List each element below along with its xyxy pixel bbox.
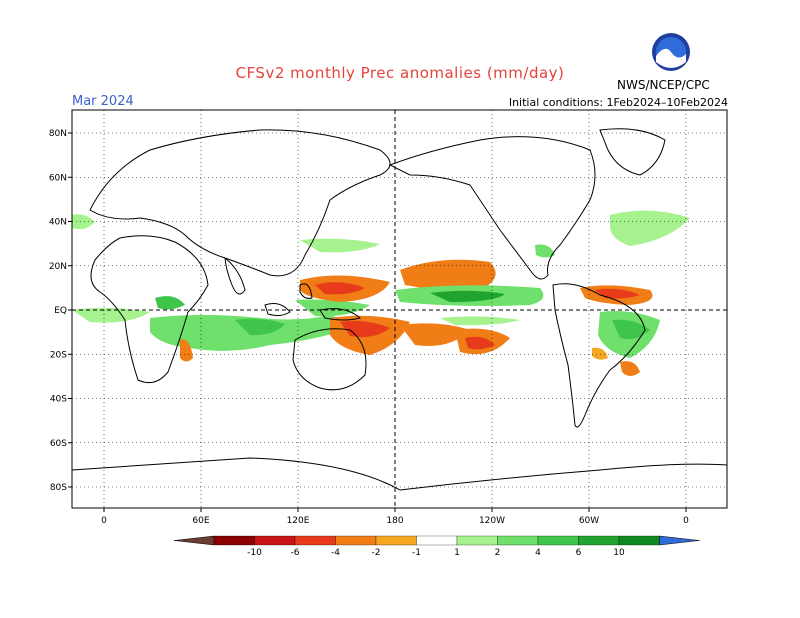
lat-tick-label: 80N [49,129,67,139]
colorbar-label: 1 [454,548,460,558]
colorbar-swatch [618,535,660,546]
lon-tick-label: 180 [386,516,403,526]
lat-tick-label: EQ [54,306,67,316]
forecast-month: Mar 2024 [72,94,134,109]
lon-tick-label: 120W [479,516,505,526]
colorbar-label: -6 [291,548,300,558]
lat-tick-label: 80S [50,483,67,493]
colorbar-swatch [213,535,255,546]
lat-tick-label: 60S [50,439,67,449]
colorbar-label: -2 [372,548,381,558]
lon-tick-label: 120E [287,516,310,526]
coastlines [71,128,728,491]
colorbar-label: 10 [613,548,625,558]
graticule [72,110,727,508]
lat-tick-label: 60N [49,173,67,183]
colorbar-swatch [497,535,539,546]
colorbar-label: -1 [412,548,421,558]
colorbar-swatch [416,535,458,546]
lon-tick-label: 0 [101,516,107,526]
colorbar-swatch [456,535,498,546]
lat-tick-label: 40N [49,218,67,228]
map-title: CFSv2 monthly Prec anomalies (mm/day) [235,64,565,82]
noaa-logo-icon [652,33,690,71]
colorbar-swatch [254,535,296,546]
lat-tick-label: 40S [50,395,67,405]
initial-conditions: Initial conditions: 1Feb2024–10Feb2024 [508,96,728,109]
lon-tick-label: 0 [683,516,689,526]
colorbar-max-arrow [659,535,700,546]
colorbar-label: -10 [247,548,262,558]
anomaly-shading [72,210,690,376]
colorbar-label: -4 [331,548,340,558]
lon-tick-label: 60W [579,516,599,526]
lat-tick-label: 20S [50,350,67,360]
colorbar-swatch [375,535,417,546]
colorbar-swatch [294,535,336,546]
colorbar-swatch [335,535,377,546]
colorbar-min-arrow [173,535,215,546]
colorbar-label: 2 [495,548,501,558]
colorbar: -10 -6 -4 -2 -1 1 2 4 6 10 [173,535,700,558]
agency-label: NWS/NCEP/CPC [617,78,710,92]
colorbar-label: 6 [576,548,582,558]
map-frame [71,109,728,509]
axis-ticks: 80N 60N 40N 20N EQ 20S 40S 60S 80S 0 60E 120E 180 120… [49,129,689,526]
lon-tick-label: 60E [192,516,209,526]
colorbar-swatch [578,535,620,546]
lat-tick-label: 20N [49,262,67,272]
colorbar-swatch [537,535,579,546]
colorbar-label: 4 [535,548,541,558]
